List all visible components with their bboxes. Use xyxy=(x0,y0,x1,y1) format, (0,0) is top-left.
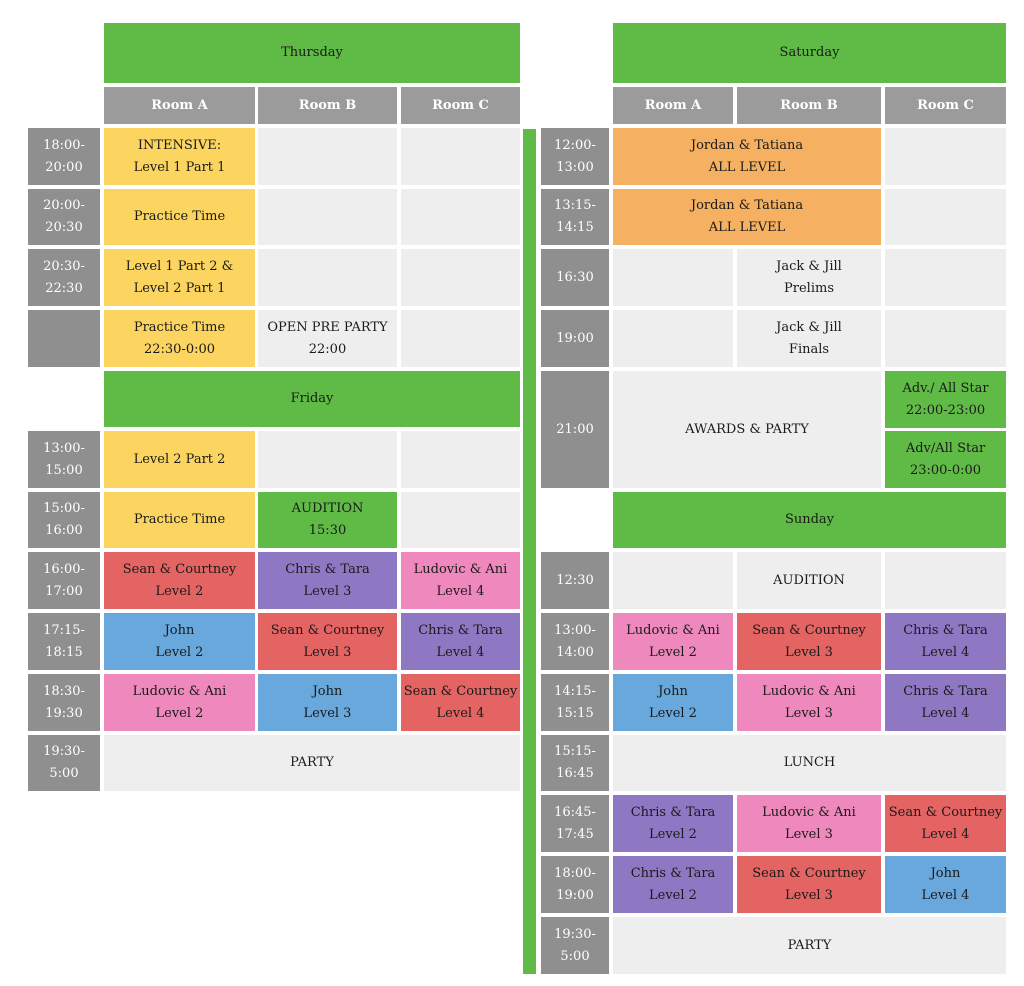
session-chris-tara-level-3[interactable]: Chris & Tara Level 3 xyxy=(258,552,397,609)
room-header-a: Room A xyxy=(104,87,255,124)
room-header-b: Room B xyxy=(258,87,397,124)
time-slot: 17:15- 18:15 xyxy=(28,613,100,670)
day-header-sunday: Sunday xyxy=(613,492,1006,548)
time-slot: 19:00 xyxy=(541,310,609,367)
time-slot: 19:30- 5:00 xyxy=(541,917,609,974)
session-john-level-4[interactable]: John Level 4 xyxy=(885,856,1006,913)
time-slot: 16:30 xyxy=(541,249,609,306)
session-chris-tara-level-2[interactable]: Chris & Tara Level 2 xyxy=(613,856,733,913)
time-slot: 12:00- 13:00 xyxy=(541,128,609,185)
empty-cell xyxy=(613,310,733,367)
empty-cell xyxy=(401,310,520,367)
session-jack-jill-prelims[interactable]: Jack & Jill Prelims xyxy=(737,249,881,306)
time-slot: 13:00- 14:00 xyxy=(541,613,609,670)
session-chris-tara-level-4[interactable]: Chris & Tara Level 4 xyxy=(885,613,1006,670)
empty-cell xyxy=(885,552,1006,609)
day-header-thursday: Thursday xyxy=(104,23,520,83)
empty-cell xyxy=(613,552,733,609)
session-audition[interactable]: AUDITION xyxy=(737,552,881,609)
session-ludovic-ani-level-2[interactable]: Ludovic & Ani Level 2 xyxy=(613,613,733,670)
empty-cell xyxy=(885,189,1006,245)
session-party[interactable]: PARTY xyxy=(613,917,1006,974)
session-chris-tara-level-2[interactable]: Chris & Tara Level 2 xyxy=(613,795,733,852)
session-adv-all-star-1[interactable]: Adv./ All Star 22:00-23:00 xyxy=(885,371,1006,428)
empty-cell xyxy=(258,128,397,185)
time-slot: 12:30 xyxy=(541,552,609,609)
session-sean-courtney-level-3[interactable]: Sean & Courtney Level 3 xyxy=(737,613,881,670)
time-slot: 16:00- 17:00 xyxy=(28,552,100,609)
time-slot: 20:30- 22:30 xyxy=(28,249,100,306)
session-practice-time[interactable]: Practice Time xyxy=(104,492,255,548)
time-slot: 18:30- 19:30 xyxy=(28,674,100,731)
session-jordan-tatiana-all-level[interactable]: Jordan & Tatiana ALL LEVEL xyxy=(613,128,881,185)
session-practice-time[interactable]: Practice Time xyxy=(104,189,255,245)
session-jack-jill-finals[interactable]: Jack & Jill Finals xyxy=(737,310,881,367)
session-intensive-level-1-part-1[interactable]: INTENSIVE: Level 1 Part 1 xyxy=(104,128,255,185)
session-awards-party[interactable]: AWARDS & PARTY xyxy=(613,371,881,488)
empty-cell xyxy=(258,249,397,306)
session-john-level-3[interactable]: John Level 3 xyxy=(258,674,397,731)
session-practice-time-late[interactable]: Practice Time 22:30-0:00 xyxy=(104,310,255,367)
time-slot: 20:00- 20:30 xyxy=(28,189,100,245)
time-slot: 14:15- 15:15 xyxy=(541,674,609,731)
session-ludovic-ani-level-2[interactable]: Ludovic & Ani Level 2 xyxy=(104,674,255,731)
empty-cell xyxy=(885,249,1006,306)
time-slot: 16:45- 17:45 xyxy=(541,795,609,852)
session-jordan-tatiana-all-level[interactable]: Jordan & Tatiana ALL LEVEL xyxy=(613,189,881,245)
room-header-c: Room C xyxy=(401,87,520,124)
room-header-a: Room A xyxy=(613,87,733,124)
empty-cell xyxy=(885,128,1006,185)
time-slot: 15:15- 16:45 xyxy=(541,735,609,791)
time-slot: 18:00- 19:00 xyxy=(541,856,609,913)
session-chris-tara-level-4[interactable]: Chris & Tara Level 4 xyxy=(885,674,1006,731)
session-john-level-2[interactable]: John Level 2 xyxy=(613,674,733,731)
empty-cell xyxy=(401,189,520,245)
time-slot: 15:00- 16:00 xyxy=(28,492,100,548)
session-lunch[interactable]: LUNCH xyxy=(613,735,1006,791)
session-sean-courtney-level-4[interactable]: Sean & Courtney Level 4 xyxy=(885,795,1006,852)
empty-cell xyxy=(401,492,520,548)
session-ludovic-ani-level-3[interactable]: Ludovic & Ani Level 3 xyxy=(737,795,881,852)
session-sean-courtney-level-3[interactable]: Sean & Courtney Level 3 xyxy=(258,613,397,670)
session-chris-tara-level-4[interactable]: Chris & Tara Level 4 xyxy=(401,613,520,670)
time-slot: 21:00 xyxy=(541,371,609,488)
room-header-c: Room C xyxy=(885,87,1006,124)
session-john-level-2[interactable]: John Level 2 xyxy=(104,613,255,670)
session-sean-courtney-level-3[interactable]: Sean & Courtney Level 3 xyxy=(737,856,881,913)
session-sean-courtney-level-4[interactable]: Sean & Courtney Level 4 xyxy=(401,674,520,731)
time-slot: 19:30- 5:00 xyxy=(28,735,100,791)
time-slot xyxy=(28,310,100,367)
empty-cell xyxy=(258,189,397,245)
room-header-b: Room B xyxy=(737,87,881,124)
session-ludovic-ani-level-4[interactable]: Ludovic & Ani Level 4 xyxy=(401,552,520,609)
time-slot: 18:00- 20:00 xyxy=(28,128,100,185)
session-adv-all-star-2[interactable]: Adv/All Star 23:00-0:00 xyxy=(885,431,1006,488)
empty-cell xyxy=(401,431,520,488)
session-sean-courtney-level-2[interactable]: Sean & Courtney Level 2 xyxy=(104,552,255,609)
empty-cell xyxy=(401,128,520,185)
session-open-pre-party[interactable]: OPEN PRE PARTY 22:00 xyxy=(258,310,397,367)
time-slot: 13:15- 14:15 xyxy=(541,189,609,245)
column-divider xyxy=(523,129,536,974)
empty-cell xyxy=(401,249,520,306)
session-party[interactable]: PARTY xyxy=(104,735,520,791)
session-level-2-part-2[interactable]: Level 2 Part 2 xyxy=(104,431,255,488)
session-ludovic-ani-level-3[interactable]: Ludovic & Ani Level 3 xyxy=(737,674,881,731)
day-header-saturday: Saturday xyxy=(613,23,1006,83)
session-level-1-part-2[interactable]: Level 1 Part 2 & Level 2 Part 1 xyxy=(104,249,255,306)
time-slot: 13:00- 15:00 xyxy=(28,431,100,488)
empty-cell xyxy=(258,431,397,488)
day-header-friday: Friday xyxy=(104,371,520,427)
empty-cell xyxy=(613,249,733,306)
session-audition[interactable]: AUDITION 15:30 xyxy=(258,492,397,548)
empty-cell xyxy=(885,310,1006,367)
